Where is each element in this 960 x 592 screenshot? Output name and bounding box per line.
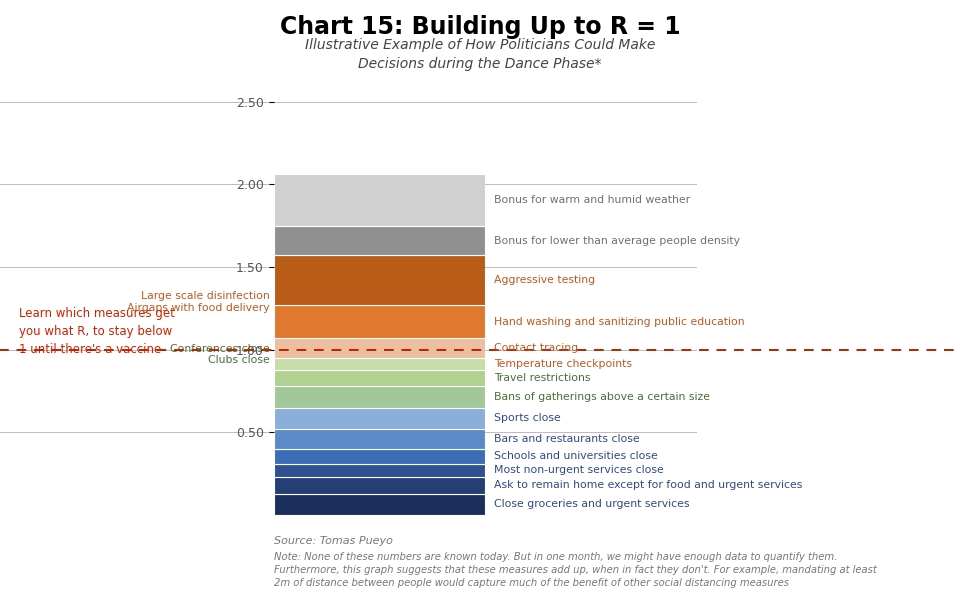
Bar xyxy=(274,338,485,358)
Text: Conferences close
Clubs close: Conferences close Clubs close xyxy=(170,344,270,365)
Text: Contact tracing: Contact tracing xyxy=(494,343,579,353)
Text: Most non-urgent services close: Most non-urgent services close xyxy=(494,465,664,475)
Text: Ask to remain home except for food and urgent services: Ask to remain home except for food and u… xyxy=(494,480,803,490)
Text: Note: None of these numbers are known today. But in one month, we might have eno: Note: None of these numbers are known to… xyxy=(274,552,876,588)
Bar xyxy=(274,386,485,407)
Bar xyxy=(274,305,485,338)
Bar xyxy=(274,464,485,477)
Text: Schools and universities close: Schools and universities close xyxy=(494,451,659,461)
Text: Hand washing and sanitizing public education: Hand washing and sanitizing public educa… xyxy=(494,317,745,327)
Text: Source: Tomas Pueyo: Source: Tomas Pueyo xyxy=(274,536,393,546)
Text: Sports close: Sports close xyxy=(494,413,562,423)
Text: Temperature checkpoints: Temperature checkpoints xyxy=(494,359,633,369)
Text: Bars and restaurants close: Bars and restaurants close xyxy=(494,434,640,444)
Bar xyxy=(274,226,485,256)
Text: Illustrative Example of How Politicians Could Make
Decisions during the Dance Ph: Illustrative Example of How Politicians … xyxy=(305,38,655,71)
Text: Bonus for warm and humid weather: Bonus for warm and humid weather xyxy=(494,195,690,205)
Bar xyxy=(274,358,485,369)
Bar xyxy=(274,175,485,226)
Text: Chart 15: Building Up to R = 1: Chart 15: Building Up to R = 1 xyxy=(279,15,681,39)
Text: Large scale disinfection
Airgaps with food delivery: Large scale disinfection Airgaps with fo… xyxy=(127,291,270,313)
Bar xyxy=(274,407,485,429)
Text: Bonus for lower than average people density: Bonus for lower than average people dens… xyxy=(494,236,740,246)
Bar xyxy=(274,429,485,449)
Text: Close groceries and urgent services: Close groceries and urgent services xyxy=(494,499,690,509)
Text: Travel restrictions: Travel restrictions xyxy=(494,373,591,383)
Bar xyxy=(274,256,485,305)
Text: Aggressive testing: Aggressive testing xyxy=(494,275,595,285)
Text: Learn which measures get
you what R, to stay below
1 until there's a vaccine: Learn which measures get you what R, to … xyxy=(19,307,175,356)
Text: Bans of gatherings above a certain size: Bans of gatherings above a certain size xyxy=(494,392,710,402)
Bar xyxy=(274,494,485,515)
Bar xyxy=(274,369,485,386)
Bar xyxy=(274,477,485,494)
Bar xyxy=(274,449,485,464)
